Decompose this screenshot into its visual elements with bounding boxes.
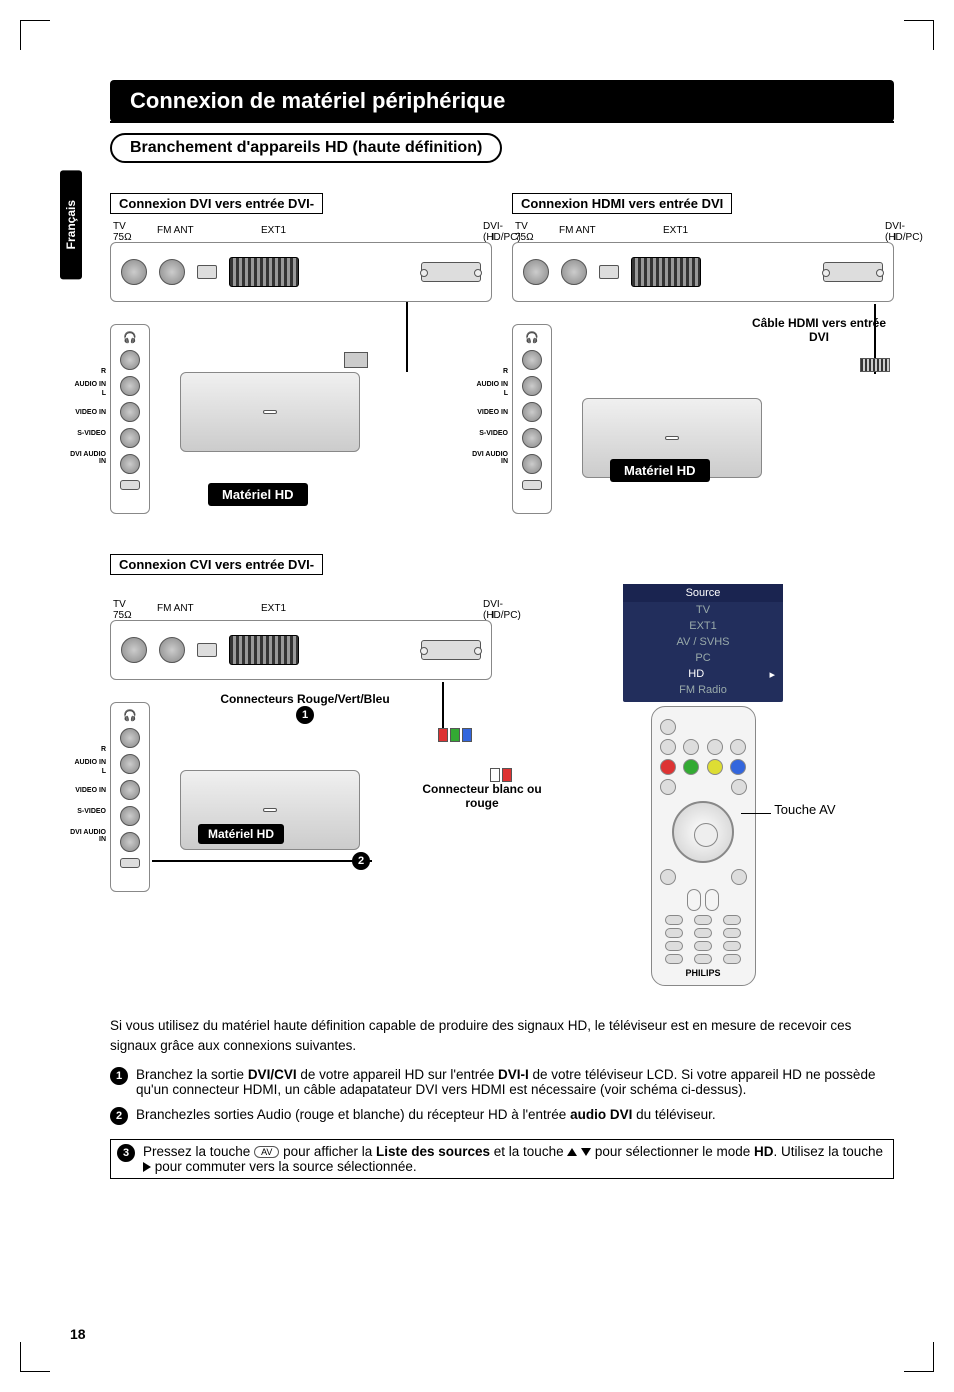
video-in	[120, 428, 140, 448]
audio-r	[120, 376, 140, 396]
disc-icon	[263, 410, 277, 414]
small-port	[197, 265, 217, 279]
cable-label: Câble HDMI vers entrée DVI	[744, 316, 894, 344]
dvi-port	[421, 262, 481, 282]
dpad	[672, 801, 734, 863]
red-plug-icon	[438, 728, 448, 742]
hd-device-label: Matériel HD	[198, 824, 284, 844]
tv-side-panel: 🎧	[110, 324, 150, 514]
av-button-icon: AV	[254, 1146, 279, 1158]
scart-port	[631, 257, 701, 287]
scart-port	[229, 257, 299, 287]
source-item-selected: HD▸	[623, 666, 783, 682]
port-label: EXT1	[663, 225, 688, 236]
marker-1: 1	[296, 706, 314, 724]
source-menu: Source TV EXT1 AV / SVHS PC HD▸ FM Radio	[623, 584, 783, 702]
remote-brand: PHILIPS	[660, 968, 747, 978]
source-item: AV / SVHS	[623, 634, 783, 650]
marker-2: 2	[352, 852, 370, 870]
diagram-label: Connexion DVI vers entrée DVI-	[110, 193, 323, 214]
intro-text: Si vous utilisez du matériel haute défin…	[110, 1016, 894, 1057]
small-port	[599, 265, 619, 279]
green-plug-icon	[450, 728, 460, 742]
rgb-label: Connecteurs Rouge/Vert/Bleu 1	[220, 692, 390, 724]
right-arrow-icon	[143, 1162, 151, 1172]
remote-illustration: Source TV EXT1 AV / SVHS PC HD▸ FM Radio	[512, 554, 894, 986]
step-number: 3	[117, 1144, 135, 1162]
headphone-icon: 🎧	[525, 331, 539, 344]
diagram-hdmi-to-dvi: Connexion HDMI vers entrée DVI TV75Ω FM …	[512, 193, 894, 514]
diagram-label: Connexion CVI vers entrée DVI-	[110, 554, 323, 575]
s-video	[120, 454, 140, 474]
down-arrow-icon	[581, 1148, 591, 1156]
port-label: FM ANT	[157, 225, 194, 236]
av-button-callout: Touche AV	[741, 802, 836, 817]
dvi-port	[823, 262, 883, 282]
headphone-icon: 🎧	[123, 331, 137, 344]
antenna-port	[523, 259, 549, 285]
source-menu-header: Source	[623, 584, 783, 602]
crop-mark	[904, 1342, 934, 1372]
section-subtitle: Branchement d'appareils HD (haute défini…	[110, 133, 502, 163]
port-label: EXT1	[261, 225, 286, 236]
step-2: 2 Branchezles sorties Audio (rouge et bl…	[110, 1107, 894, 1125]
white-plug-icon	[490, 768, 500, 782]
crop-mark	[20, 1342, 50, 1372]
tv-back-panel: TV75Ω FM ANT EXT1 DVI-I(HD/PC)	[110, 620, 492, 680]
source-item: EXT1	[623, 618, 783, 634]
step-3-box: 3 Pressez la touche AV pour afficher la …	[110, 1139, 894, 1179]
tv-side-panel: 🎧	[512, 324, 552, 514]
tv-back-panel: TV75Ω FM ANT EXT1 DVI-I(HD/PC)	[512, 242, 894, 302]
antenna-port	[121, 259, 147, 285]
connector-icon	[344, 352, 368, 368]
hdmi-connector-icon	[860, 358, 890, 372]
page-title: Connexion de matériel périphérique	[110, 80, 894, 122]
port-label: FM ANT	[559, 225, 596, 236]
blue-plug-icon	[462, 728, 472, 742]
remote-control: PHILIPS	[651, 706, 756, 986]
side-jack	[120, 350, 140, 370]
source-item: PC	[623, 650, 783, 666]
hd-device-label: Matériel HD	[610, 459, 710, 482]
tv-back-panel: TV75Ω FM ANT EXT1 DVI-I(HD/PC)	[110, 242, 492, 302]
diagram-label: Connexion HDMI vers entrée DVI	[512, 193, 732, 214]
hd-device	[180, 372, 360, 452]
diagram-cvi-to-dvi: Connexion CVI vers entrée DVI- TV75Ω FM …	[110, 554, 492, 986]
step-1: 1 Branchez la sortie DVI/CVI de votre ap…	[110, 1067, 894, 1097]
diagram-dvi-to-dvi: Connexion DVI vers entrée DVI- TV75Ω FM …	[110, 193, 492, 514]
fm-port	[159, 259, 185, 285]
audio-l	[120, 402, 140, 422]
page-number: 18	[70, 1326, 86, 1342]
source-item: FM Radio	[623, 682, 783, 698]
source-item: TV	[623, 602, 783, 618]
cable	[406, 302, 408, 372]
dvi-audio-in	[120, 480, 140, 490]
language-tab: Français	[60, 170, 82, 279]
crop-mark	[20, 20, 50, 50]
side-labels: R AUDIO IN L VIDEO IN S-VIDEO DVI AUDIO …	[70, 368, 106, 465]
up-arrow-icon	[567, 1148, 577, 1156]
red-plug-icon	[502, 768, 512, 782]
fm-port	[561, 259, 587, 285]
crop-mark	[904, 20, 934, 50]
tv-side-panel: 🎧	[110, 702, 150, 892]
hd-device-label: Matériel HD	[208, 483, 308, 506]
step-number: 2	[110, 1107, 128, 1125]
step-number: 1	[110, 1067, 128, 1085]
